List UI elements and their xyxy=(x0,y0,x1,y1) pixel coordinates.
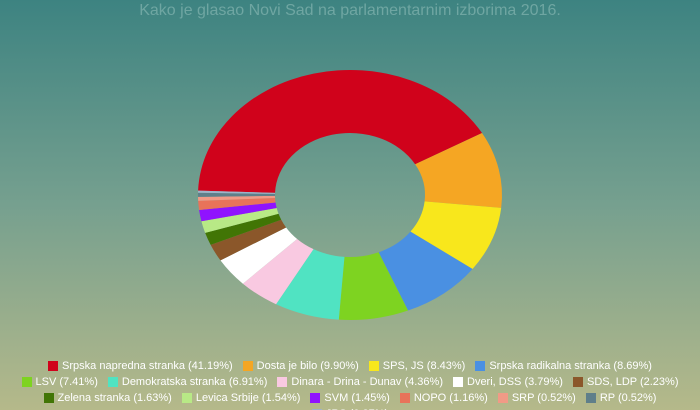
legend-swatch xyxy=(368,361,379,371)
legend-item[interactable]: SVM (1.45%) xyxy=(310,390,390,406)
legend-item[interactable]: Dosta je bilo (9.90%) xyxy=(242,358,359,374)
legend-item[interactable]: Srpska napredna stranka (41.19%) xyxy=(48,358,233,374)
slice xyxy=(199,202,277,222)
legend-label: SDS, LDP (2.23%) xyxy=(586,376,679,388)
legend-item[interactable]: Srpska radikalna stranka (8.69%) xyxy=(475,358,652,374)
slice xyxy=(198,70,483,193)
slice xyxy=(378,231,473,311)
legend-label: SRP (0.52%) xyxy=(511,392,576,404)
legend-label: Srpska napredna stranka (41.19%) xyxy=(62,360,233,372)
legend-swatch xyxy=(399,393,410,403)
chart-title: Kako je glasao Novi Sad na parlamentarni… xyxy=(139,2,561,19)
legend-label: SPS, JS (8.43%) xyxy=(382,360,466,372)
legend-label: LSV (7.41%) xyxy=(35,376,98,388)
legend-swatch xyxy=(310,393,321,403)
legend-swatch xyxy=(277,377,288,387)
slice xyxy=(242,238,314,305)
legend-label: Levica Srbije (1.54%) xyxy=(195,392,301,404)
legend-item[interactable]: SRP (0.52%) xyxy=(497,390,576,406)
slice xyxy=(198,195,276,201)
legend-swatch xyxy=(453,377,463,387)
slice xyxy=(198,190,276,194)
legend-swatch xyxy=(497,393,508,403)
legend-label: Zelena stranka (1.63%) xyxy=(57,392,172,404)
legend-swatch xyxy=(181,393,192,403)
legend-label: Srpska radikalna stranka (8.69%) xyxy=(489,360,652,372)
slice xyxy=(415,133,502,208)
legend-swatch xyxy=(242,361,253,371)
legend-item[interactable]: SPS, JS (8.43%) xyxy=(368,358,466,374)
legend: Srpska napredna stranka (41.19%) Dosta je… xyxy=(10,358,690,410)
legend-item[interactable]: Dveri, DSS (3.79%) xyxy=(453,374,563,390)
legend-item[interactable]: Zelena stranka (1.63%) xyxy=(43,390,172,406)
legend-label: JRS (0.27%) xyxy=(326,406,388,410)
legend-item[interactable]: NOPO (1.16%) xyxy=(399,390,488,406)
legend-label: NOPO (1.16%) xyxy=(413,392,488,404)
legend-swatch xyxy=(43,393,54,403)
slice xyxy=(276,249,345,320)
slice xyxy=(201,208,279,233)
legend-item[interactable]: RP (0.52%) xyxy=(585,390,657,406)
slice xyxy=(410,201,502,269)
slice xyxy=(205,213,282,245)
legend-item[interactable]: Levica Srbije (1.54%) xyxy=(181,390,301,406)
slice xyxy=(198,197,276,210)
legend-label: Dveri, DSS (3.79%) xyxy=(467,376,563,388)
legend-label: RP (0.52%) xyxy=(599,392,657,404)
legend-item[interactable]: Demokratska stranka (6.91%) xyxy=(107,374,268,390)
slice xyxy=(220,227,298,284)
legend-label: Demokratska stranka (6.91%) xyxy=(121,376,268,388)
legend-swatch xyxy=(48,361,59,371)
legend-item[interactable]: JRS (0.27%) xyxy=(311,406,388,410)
slice xyxy=(198,192,276,197)
legend-item[interactable]: LSV (7.41%) xyxy=(21,374,98,390)
legend-label: SVM (1.45%) xyxy=(324,392,390,404)
legend-label: Dinara - Drina - Dunav (4.36%) xyxy=(291,376,443,388)
legend-swatch xyxy=(107,377,118,387)
slice xyxy=(338,252,409,320)
legend-swatch xyxy=(585,393,596,403)
legend-item[interactable]: Dinara - Drina - Dunav (4.36%) xyxy=(277,374,443,390)
legend-swatch xyxy=(572,377,583,387)
legend-swatch xyxy=(475,361,486,371)
slice xyxy=(210,219,287,261)
legend-label: Dosta je bilo (9.90%) xyxy=(256,360,359,372)
legend-item[interactable]: SDS, LDP (2.23%) xyxy=(572,374,679,390)
legend-swatch xyxy=(21,377,32,387)
